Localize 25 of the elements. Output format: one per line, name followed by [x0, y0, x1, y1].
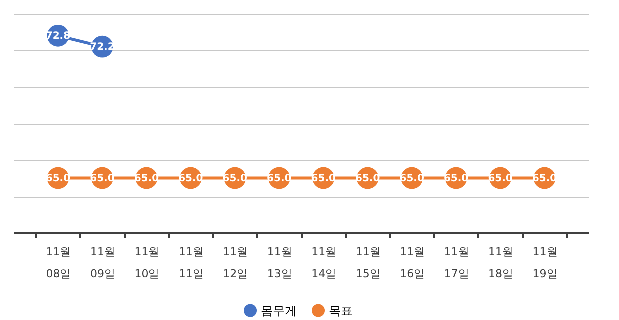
x-tick-label: 11월 19일 — [532, 246, 558, 280]
x-tick-label: 11월 09일 — [90, 246, 116, 280]
data-label: 65.0 — [400, 173, 424, 184]
data-label: 65.0 — [356, 173, 380, 184]
x-tick-label: 11월 18일 — [488, 246, 514, 280]
data-label: 65.0 — [178, 173, 204, 184]
data-label: 65.0 — [90, 173, 115, 184]
data-label: 65.0 — [267, 173, 292, 184]
x-tick-label: 11월 14일 — [312, 246, 337, 280]
x-tick-label: 11월 13일 — [267, 246, 292, 280]
x-tick-label: 11월 17일 — [444, 246, 470, 280]
data-label: 65.0 — [134, 173, 160, 184]
data-label: 65.0 — [311, 173, 336, 184]
x-tick-label: 11월 16일 — [400, 246, 426, 280]
x-tick-label: 11월 12일 — [223, 246, 248, 280]
x-tick-label: 11월 08일 — [46, 246, 72, 280]
x-tick-label: 11월 10일 — [134, 246, 160, 280]
data-label: 65.0 — [444, 173, 469, 184]
data-label: 65.0 — [488, 173, 513, 184]
x-tick-label: 11월 11일 — [178, 246, 204, 280]
data-label: 72.8 — [46, 30, 71, 42]
x-tick-label: 11월 15일 — [356, 246, 381, 280]
legend-label: 몸무게 — [261, 304, 297, 318]
data-label: 65.0 — [222, 173, 248, 184]
legend-label: 목표 — [329, 304, 353, 318]
